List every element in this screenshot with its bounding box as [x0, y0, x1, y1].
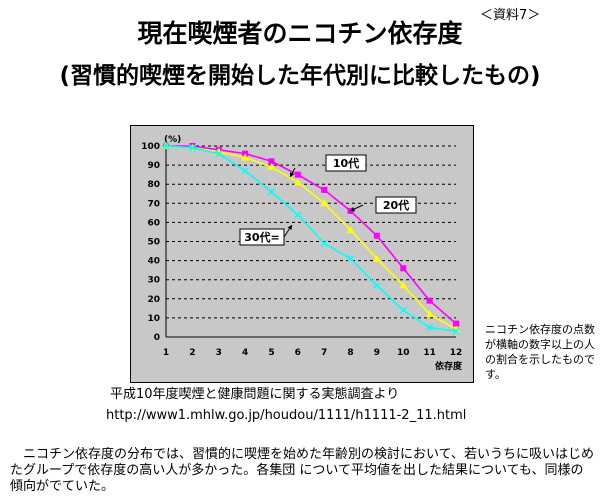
x-axis-label: 依存度 — [435, 360, 463, 372]
data-point — [188, 144, 196, 152]
data-point — [241, 167, 249, 175]
data-point — [294, 211, 302, 219]
x-tick-label: 1 — [163, 348, 169, 358]
data-point — [399, 281, 408, 289]
source-url: http://www1.mhlw.go.jp/houdou/1111/h1111… — [106, 408, 467, 423]
data-point — [268, 158, 275, 165]
data-point — [346, 226, 355, 234]
data-point — [320, 239, 328, 247]
legend-callout-box — [375, 196, 417, 214]
reference-label: ＜資料7＞ — [480, 8, 541, 23]
x-tick-label: 10 — [397, 348, 410, 358]
legend-callout-label: 30代= — [244, 230, 280, 244]
data-point — [294, 171, 301, 178]
data-point — [293, 178, 302, 186]
data-point — [372, 254, 381, 262]
data-point — [320, 199, 329, 207]
y-tick-label: 80 — [147, 180, 160, 190]
x-tick-label: 8 — [347, 348, 353, 358]
data-point — [162, 142, 170, 150]
data-point — [426, 297, 433, 304]
data-point — [425, 310, 434, 318]
data-point — [267, 188, 275, 196]
x-tick-label: 3 — [216, 348, 222, 358]
data-point — [347, 255, 355, 263]
x-tick-label: 2 — [189, 348, 195, 358]
data-point — [400, 265, 407, 272]
footer-text: ニコチン依存度の分布では、習慣的に喫煙を始めた年齢別の検討において、若いうちに吸… — [10, 447, 594, 494]
page-title: 現在喫煙者のニコチン依存度 — [137, 19, 463, 48]
y-tick-label: 10 — [147, 314, 160, 324]
data-point — [373, 281, 381, 289]
data-point — [215, 150, 223, 158]
chart-background — [130, 125, 474, 383]
y-tick-label: 90 — [147, 161, 160, 171]
y-tick-label: 30 — [147, 276, 160, 286]
y-tick-label: 40 — [147, 257, 160, 267]
data-point — [373, 232, 380, 239]
y-tick-label: 60 — [147, 218, 160, 228]
series-line — [166, 145, 457, 325]
y-axis-label: (%) — [164, 135, 181, 145]
x-tick-label: 12 — [450, 348, 463, 358]
x-tick-label: 7 — [321, 348, 327, 358]
series-line — [165, 145, 457, 333]
x-tick-label: 11 — [423, 348, 436, 358]
side-note: ニコチン依存度の点数が横軸の数字以上の人の割合を示したものです。 — [485, 323, 595, 381]
callout-arrowhead — [290, 172, 295, 177]
legend-callout-label: 20代 — [383, 198, 409, 212]
data-point — [453, 320, 459, 327]
y-tick-label: 50 — [147, 238, 160, 248]
y-tick-label: 100 — [141, 142, 160, 152]
legend-callout-label: 10代 — [333, 156, 359, 170]
x-tick-label: 4 — [242, 348, 248, 358]
data-point — [267, 163, 276, 171]
x-tick-label: 9 — [374, 348, 380, 358]
y-tick-label: 20 — [147, 295, 160, 305]
source-text: 平成10年度喫煙と健康問題に関する実態調査より — [110, 387, 400, 402]
data-point — [241, 153, 250, 161]
y-tick-label: 70 — [147, 199, 160, 209]
data-point — [452, 327, 460, 335]
data-point — [321, 186, 328, 193]
x-tick-label: 5 — [268, 348, 274, 358]
y-tick-label: 0 — [154, 333, 160, 343]
data-point — [426, 323, 434, 331]
page-subtitle: (習慣的喫煙を開始した年代別に比較したもの) — [59, 63, 541, 89]
callout-arrowhead — [287, 225, 292, 230]
x-tick-label: 6 — [295, 348, 301, 358]
legend-callout-box — [325, 154, 367, 172]
data-point — [399, 306, 407, 314]
series-line — [165, 145, 457, 331]
callout-arrowhead — [350, 206, 355, 212]
